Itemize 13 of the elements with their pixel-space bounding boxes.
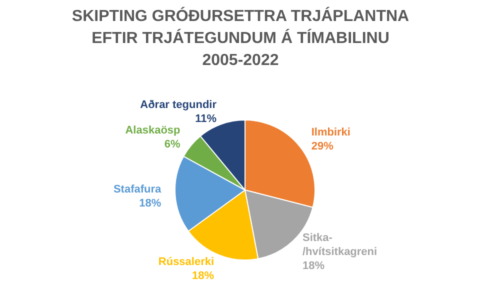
data-label: 18%: [139, 197, 162, 210]
slice-label: Sitka-/hvítsitkagreni: [302, 232, 378, 258]
data-label: 11%: [195, 112, 217, 125]
data-label: 6%: [164, 138, 180, 150]
data-label: 29%: [311, 140, 334, 153]
slice-label: Aðrar tegundir: [140, 98, 218, 111]
slice-label: Ilmbirki: [311, 126, 350, 139]
slice-label: Alaskaösp: [125, 124, 181, 136]
slice-label: Stafafura: [113, 183, 162, 196]
slice-label: Rússalerki: [158, 256, 214, 268]
data-label: 18%: [302, 260, 325, 272]
data-label: 18%: [192, 270, 214, 282]
chart-title: SKIPTING GRÓÐURSETTRA TRJÁPLANTNA EFTIR TRJÁTEGUNDUM Á TÍMABILINU 2005-2022: [70, 6, 410, 71]
